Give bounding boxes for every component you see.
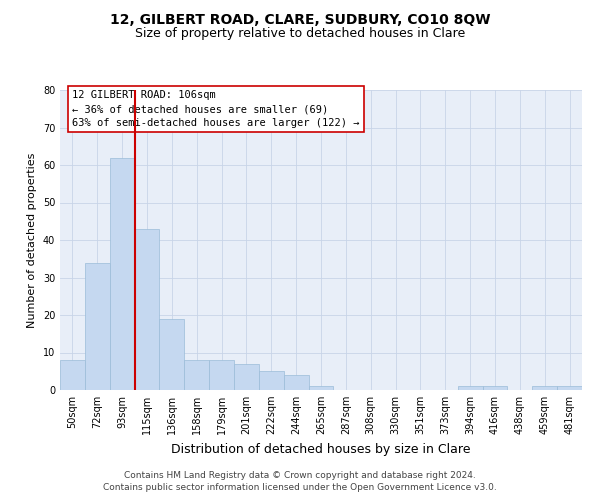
Bar [259,371,284,390]
Bar [184,360,209,390]
Text: Size of property relative to detached houses in Clare: Size of property relative to detached ho… [135,28,465,40]
Text: 12 GILBERT ROAD: 106sqm
← 36% of detached houses are smaller (69)
63% of semi-de: 12 GILBERT ROAD: 106sqm ← 36% of detache… [73,90,360,128]
Bar [110,158,134,390]
Text: Contains public sector information licensed under the Open Government Licence v3: Contains public sector information licen… [103,484,497,492]
Bar [134,229,160,390]
Bar [532,386,557,390]
X-axis label: Distribution of detached houses by size in Clare: Distribution of detached houses by size … [171,442,471,456]
Bar [209,360,234,390]
Bar [60,360,85,390]
Bar [482,386,508,390]
Bar [308,386,334,390]
Bar [458,386,482,390]
Bar [284,375,308,390]
Bar [85,262,110,390]
Bar [234,364,259,390]
Text: 12, GILBERT ROAD, CLARE, SUDBURY, CO10 8QW: 12, GILBERT ROAD, CLARE, SUDBURY, CO10 8… [110,12,490,26]
Text: Contains HM Land Registry data © Crown copyright and database right 2024.: Contains HM Land Registry data © Crown c… [124,471,476,480]
Bar [557,386,582,390]
Bar [160,319,184,390]
Y-axis label: Number of detached properties: Number of detached properties [27,152,37,328]
